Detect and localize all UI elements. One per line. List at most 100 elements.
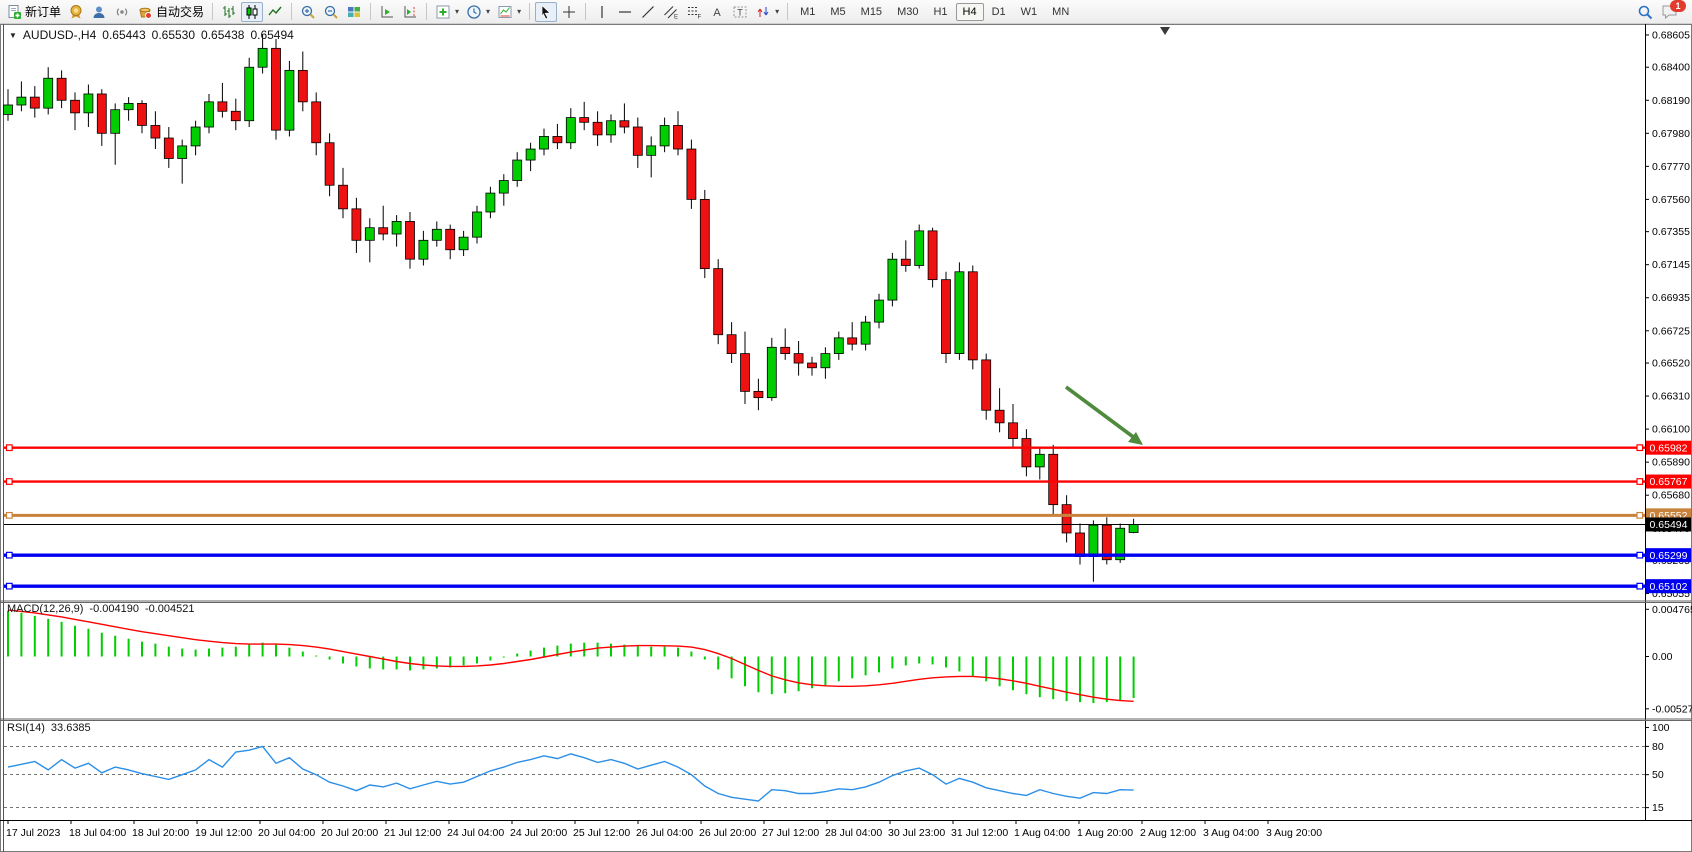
autotrading-button[interactable]: 自动交易	[134, 2, 207, 22]
support-line-2[interactable]: 0.65102	[4, 579, 1691, 594]
svg-text:50: 50	[1652, 769, 1664, 781]
svg-text:0.67560: 0.67560	[1652, 194, 1690, 206]
zoom-out-icon	[323, 4, 339, 20]
dropdown-caret-icon[interactable]: ▾	[486, 7, 491, 16]
news-icon	[114, 4, 130, 20]
candles-icon	[244, 4, 260, 20]
support-line-1[interactable]: 0.65299	[4, 548, 1691, 563]
dropdown-caret-icon[interactable]: ▾	[517, 7, 522, 16]
signals-button[interactable]	[65, 2, 87, 22]
candle-chart-button[interactable]	[241, 1, 264, 22]
textA-icon: A	[709, 4, 725, 20]
svg-text:0.65680: 0.65680	[1652, 490, 1690, 502]
timeframe-m30-button[interactable]: M30	[890, 3, 925, 21]
timeframe-m5-button[interactable]: M5	[823, 3, 852, 21]
templates-button[interactable]: ▾	[494, 2, 524, 22]
svg-text:19 Jul 12:00: 19 Jul 12:00	[195, 827, 252, 839]
svg-text:0.66935: 0.66935	[1652, 292, 1690, 304]
textT-icon: T	[732, 4, 748, 20]
timeframe-mn-button[interactable]: MN	[1045, 3, 1076, 21]
macd-indicator-label: MACD(12,26,9) -0.004190 -0.004521	[7, 603, 195, 615]
crosshair-button[interactable]	[558, 2, 580, 22]
text-button[interactable]: A	[706, 2, 728, 22]
vline-button[interactable]	[591, 2, 613, 22]
rsi-axis[interactable]: 100 80 50 15	[1645, 722, 1670, 814]
vline-icon	[594, 4, 610, 20]
news-button[interactable]	[111, 2, 133, 22]
auto-scroll-button[interactable]	[376, 2, 398, 22]
quote-high: 0.65530	[151, 28, 196, 42]
rsi-line	[7, 745, 1134, 802]
chat-badge: 1	[1670, 0, 1686, 12]
macd-axis[interactable]: 0.004765 0.00 -0.005276	[1645, 604, 1692, 716]
svg-text:15: 15	[1652, 802, 1664, 814]
timeframe-h4-button[interactable]: H4	[955, 2, 984, 21]
timeframe-m1-button[interactable]: M1	[793, 3, 822, 21]
toolbar-separator	[787, 3, 789, 20]
channel-button[interactable]: E	[660, 2, 682, 22]
fibo-icon: F	[686, 4, 702, 20]
svg-text:3 Aug 20:00: 3 Aug 20:00	[1266, 827, 1322, 839]
svg-text:21 Jul 12:00: 21 Jul 12:00	[384, 827, 441, 839]
hline-button[interactable]	[614, 2, 636, 22]
bar-chart-button[interactable]	[218, 2, 240, 22]
community-button[interactable]	[88, 2, 110, 22]
hline-icon	[617, 4, 633, 20]
price-axis[interactable]: 0.68605 0.68400 0.68190 0.67980 0.67770 0.675…	[1645, 29, 1690, 600]
toolbar-separator	[585, 3, 587, 20]
svg-text:0.66310: 0.66310	[1652, 391, 1690, 403]
dropdown-caret-icon[interactable]: ▾	[455, 7, 460, 16]
periods-button[interactable]: ▾	[463, 2, 493, 22]
svg-text:31 Jul 12:00: 31 Jul 12:00	[951, 827, 1008, 839]
dropdown-caret-icon[interactable]: ▾	[775, 7, 780, 16]
timeframe-h1-button[interactable]: H1	[926, 3, 954, 21]
svg-text:1 Aug 04:00: 1 Aug 04:00	[1014, 827, 1070, 839]
chat-button[interactable]: 1	[1661, 0, 1686, 20]
svg-text:0.65767: 0.65767	[1650, 476, 1688, 488]
svg-text:A: A	[713, 7, 721, 19]
autotrading-icon	[137, 4, 153, 20]
quote-open: 0.65443	[102, 28, 146, 42]
line-chart-button[interactable]	[264, 2, 286, 22]
chart-shift-marker[interactable]	[1160, 27, 1170, 35]
indicators-button[interactable]: ▾	[432, 2, 462, 22]
cursor-button[interactable]	[535, 1, 558, 22]
toolbar-separator	[370, 3, 372, 20]
macd-signal-line	[7, 609, 1134, 702]
svg-text:0.65102: 0.65102	[1650, 581, 1688, 593]
templates-icon	[497, 4, 513, 20]
search-icon[interactable]	[1637, 4, 1653, 20]
timeframe-d1-button[interactable]: D1	[985, 3, 1013, 21]
resistance-line-1[interactable]: 0.65982	[4, 440, 1691, 455]
chart-shift-button[interactable]	[399, 2, 421, 22]
zoom-in-button[interactable]	[297, 2, 319, 22]
zoom-in-icon	[300, 4, 316, 20]
chart-window-border	[0, 24, 1692, 852]
toolbar-separator	[529, 3, 531, 20]
fibonacci-button[interactable]: F	[683, 2, 705, 22]
symbol-timeframe: AUDUSD-,H4	[22, 28, 97, 42]
channel-icon: E	[663, 4, 679, 20]
linechart-icon	[267, 4, 283, 20]
arrows-button[interactable]: ▾	[752, 2, 782, 22]
timeframe-m15-button[interactable]: M15	[854, 3, 889, 21]
resistance-line-2[interactable]: 0.65767	[4, 474, 1691, 489]
tile-windows-button[interactable]	[343, 2, 365, 22]
chart-canvas[interactable]: 0.68605 0.68400 0.68190 0.67980 0.67770 0.675…	[0, 24, 1692, 852]
autotrading-button-label: 自动交易	[156, 5, 205, 19]
zoom-out-button[interactable]	[320, 2, 342, 22]
trend-arrow-annotation[interactable]	[1064, 385, 1143, 445]
svg-text:30 Jul 23:00: 30 Jul 23:00	[888, 827, 945, 839]
new-order-button[interactable]: 新订单	[3, 2, 64, 22]
svg-text:T: T	[737, 7, 743, 17]
time-axis[interactable]: 17 Jul 2023 18 Jul 04:00 18 Jul 20:00 19 Ju…	[6, 820, 1322, 839]
trendline-button[interactable]	[637, 2, 659, 22]
chevron-down-icon[interactable]: ▼	[9, 30, 17, 40]
community-icon	[91, 4, 107, 20]
chart-title: ▼ AUDUSD-,H4 0.65443 0.65530 0.65438 0.6…	[9, 28, 294, 42]
new-order-icon	[6, 4, 22, 20]
label-button[interactable]: T	[729, 2, 751, 22]
svg-text:-0.005276: -0.005276	[1652, 703, 1692, 715]
timeframe-w1-button[interactable]: W1	[1014, 3, 1045, 21]
